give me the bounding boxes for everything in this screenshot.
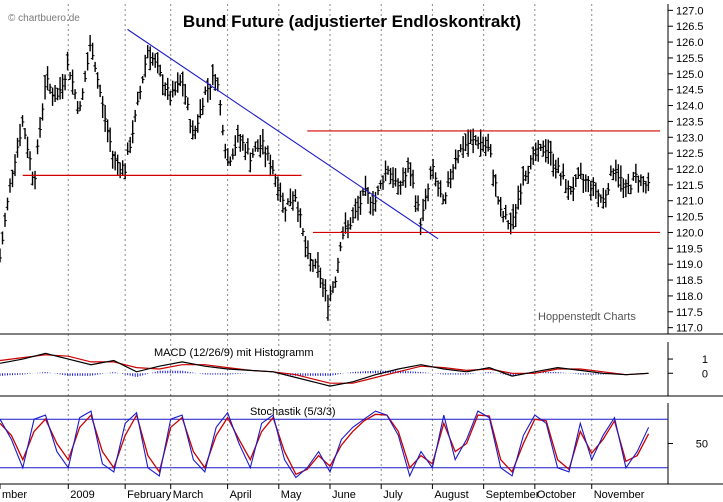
stochastic-y-tick-label: 50 bbox=[696, 439, 708, 451]
x-tick-label: August bbox=[434, 489, 468, 501]
x-axis: mber 2009 February March April May June July Aug… bbox=[0, 484, 645, 501]
price-y-tick-label: 119.5 bbox=[676, 243, 703, 255]
x-tick-label: October bbox=[537, 489, 576, 501]
vertical-gridlines bbox=[67, 4, 593, 484]
macd-y-tick-label: 1 bbox=[702, 354, 708, 366]
price-y-tick-label: 118.0 bbox=[676, 291, 703, 303]
x-tick-label: September bbox=[486, 489, 540, 501]
price-y-tick-label: 124.0 bbox=[676, 101, 704, 113]
x-tick-label: March bbox=[173, 489, 204, 501]
macd-histogram bbox=[0, 370, 624, 377]
x-tick-label: May bbox=[281, 489, 302, 501]
chart-title: Bund Future (adjustierter Endloskontrakt… bbox=[183, 12, 521, 31]
price-panel: 117.0 117.5 118.0 118.5 119.0 119.5 120.0 120.5… bbox=[0, 4, 723, 335]
price-y-tick-label: 126.5 bbox=[676, 21, 704, 33]
macd-line bbox=[0, 352, 649, 387]
price-y-tick-label: 125.5 bbox=[676, 53, 704, 65]
macd-title: MACD (12/26/9) mit Histogramm bbox=[154, 347, 314, 359]
price-y-tick-label: 121.0 bbox=[676, 196, 704, 208]
price-y-tick-label: 123.0 bbox=[676, 132, 704, 144]
price-y-tick-label: 122.5 bbox=[676, 148, 704, 160]
price-y-tick-label: 120.5 bbox=[676, 212, 704, 224]
price-y-tick-label: 121.5 bbox=[676, 180, 704, 192]
price-y-tick-label: 124.5 bbox=[676, 85, 704, 97]
x-tick-label: June bbox=[332, 489, 356, 501]
price-y-tick-label: 117.5 bbox=[676, 307, 703, 319]
macd-y-tick-label: 0 bbox=[702, 368, 708, 380]
x-tick-label: February bbox=[127, 489, 172, 501]
price-y-tick-label: 119.0 bbox=[676, 259, 703, 271]
price-y-tick-label: 122.0 bbox=[676, 164, 704, 176]
macd-signal-line bbox=[0, 354, 649, 384]
price-y-tick-label: 127.0 bbox=[676, 5, 704, 17]
stochastic-panel: 50 bbox=[0, 403, 723, 485]
stochastic-title: Stochastik (5/3/3) bbox=[250, 406, 336, 418]
attribution: Hoppenstedt Charts bbox=[538, 311, 636, 323]
x-tick-label: July bbox=[383, 489, 403, 501]
price-y-tick-label: 120.0 bbox=[676, 227, 704, 239]
x-tick-label: mber bbox=[2, 489, 27, 501]
price-y-tick-label: 118.5 bbox=[676, 275, 703, 287]
price-y-tick-label: 117.0 bbox=[676, 323, 703, 335]
downtrend-line bbox=[127, 28, 439, 240]
watermark: © chartbuero.de bbox=[8, 13, 80, 24]
macd-panel: 10 bbox=[0, 342, 723, 397]
stochastic-k-line bbox=[0, 410, 650, 479]
price-y-tick-label: 126.0 bbox=[676, 37, 704, 49]
price-bars bbox=[0, 34, 651, 321]
x-tick-label: 2009 bbox=[70, 489, 94, 501]
price-y-tick-label: 123.5 bbox=[676, 116, 704, 128]
price-y-tick-label: 125.0 bbox=[676, 69, 704, 81]
x-tick-label: April bbox=[230, 489, 252, 501]
x-tick-label: November bbox=[594, 489, 645, 501]
